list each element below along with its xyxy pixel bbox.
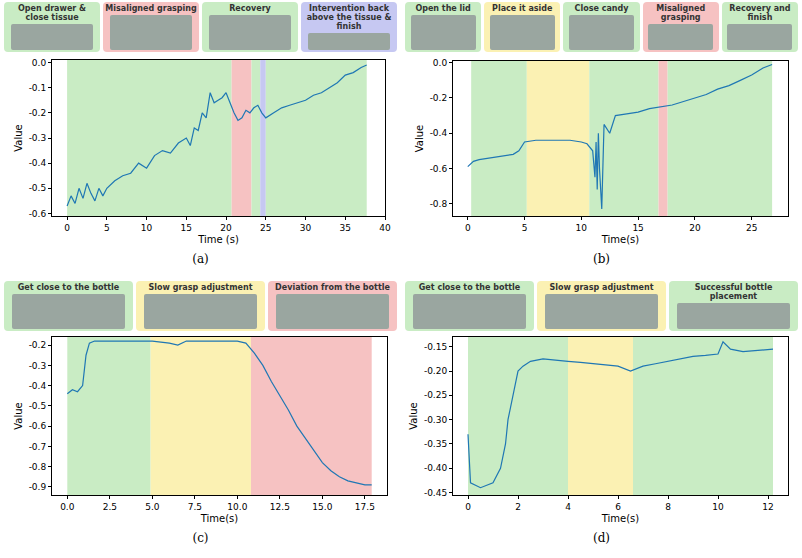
html-text:Get close to the bottle: Get close to the bottle	[418, 283, 521, 292]
svg-text:-0.3: -0.3	[29, 361, 47, 371]
svg-text:-0.6: -0.6	[29, 209, 47, 219]
svg-text:0.0: 0.0	[433, 58, 448, 68]
svg-text:0.0: 0.0	[60, 502, 75, 512]
html-text:Misaligned grasping: Misaligned grasping	[656, 4, 706, 22]
svg-text:-0.9: -0.9	[29, 482, 47, 492]
html-text:Successful bottle placement: Successful bottle placement	[694, 283, 773, 301]
svg-text:10.0: 10.0	[227, 502, 247, 512]
svg-text:Value: Value	[13, 402, 24, 429]
svg-text:Time(s): Time(s)	[601, 513, 640, 524]
svg-text:Value: Value	[13, 124, 24, 151]
svg-text:0: 0	[465, 502, 471, 512]
svg-text:-0.45: -0.45	[424, 488, 447, 498]
svg-text:-0.30: -0.30	[424, 415, 448, 425]
svg-text:2: 2	[515, 502, 521, 512]
svg-text:17.5: 17.5	[355, 502, 375, 512]
html-text:Get close to the bottle: Get close to the bottle	[17, 283, 120, 292]
html-text:Slow grasp adjustment: Slow grasp adjustment	[148, 283, 253, 292]
svg-text:-0.1: -0.1	[29, 83, 47, 93]
svg-text:-0.6: -0.6	[430, 164, 448, 174]
svg-text:5: 5	[522, 223, 528, 233]
svg-text:-0.20: -0.20	[424, 366, 448, 376]
svg-text:25: 25	[260, 223, 271, 233]
svg-text:2.5: 2.5	[103, 502, 117, 512]
svg-text:-0.5: -0.5	[29, 401, 47, 411]
svg-text:0: 0	[465, 223, 471, 233]
svg-text:8: 8	[665, 502, 671, 512]
svg-text:10: 10	[141, 223, 153, 233]
html-text:(b): (b)	[593, 252, 610, 266]
svg-text:-0.4: -0.4	[430, 128, 448, 138]
svg-text:25: 25	[746, 223, 757, 233]
svg-text:0: 0	[64, 223, 70, 233]
svg-text:Time(s): Time(s)	[200, 513, 239, 524]
html-text:Place it aside: Place it aside	[492, 4, 553, 13]
html-text:Open drawer & close tissue: Open drawer & close tissue	[18, 4, 86, 22]
svg-text:12.5: 12.5	[270, 502, 290, 512]
svg-text:-0.4: -0.4	[29, 158, 47, 168]
svg-text:30: 30	[300, 223, 312, 233]
svg-text:10: 10	[576, 223, 588, 233]
svg-text:6: 6	[615, 502, 621, 512]
html-text:Intervention back above the ti: Intervention back above the tissue & fin…	[306, 4, 392, 31]
svg-text:0.0: 0.0	[32, 58, 47, 68]
svg-text:-0.35: -0.35	[424, 439, 447, 449]
svg-text:Value: Value	[408, 402, 419, 429]
svg-text:15.0: 15.0	[312, 502, 332, 512]
svg-text:-0.2: -0.2	[29, 340, 47, 350]
html-text:Recovery and finish: Recovery and finish	[729, 4, 791, 22]
html-text:(c): (c)	[192, 531, 209, 545]
svg-text:-0.4: -0.4	[29, 381, 47, 391]
svg-text:12: 12	[762, 502, 773, 512]
svg-text:10: 10	[712, 502, 724, 512]
html-text:Close candy: Close candy	[574, 4, 629, 13]
svg-text:Time (s): Time (s)	[197, 234, 239, 245]
svg-text:-0.8: -0.8	[430, 199, 448, 209]
svg-text:-0.2: -0.2	[29, 108, 47, 118]
svg-text:-0.15: -0.15	[424, 342, 447, 352]
html-text:Misaligned grasping: Misaligned grasping	[105, 4, 197, 13]
svg-text:-0.8: -0.8	[29, 462, 47, 472]
svg-text:-0.25: -0.25	[424, 390, 447, 400]
svg-text:35: 35	[340, 223, 351, 233]
svg-text:4: 4	[565, 502, 571, 512]
svg-text:15: 15	[181, 223, 192, 233]
svg-text:-0.40: -0.40	[424, 463, 448, 473]
svg-text:20: 20	[220, 223, 232, 233]
html-text:Slow grasp adjustment: Slow grasp adjustment	[549, 283, 654, 292]
svg-text:-0.5: -0.5	[29, 183, 47, 193]
svg-text:40: 40	[379, 223, 391, 233]
svg-text:-0.7: -0.7	[29, 442, 47, 452]
html-text:Deviation from the bottle: Deviation from the bottle	[275, 283, 390, 292]
svg-text:Value: Value	[414, 125, 425, 152]
svg-text:20: 20	[689, 223, 701, 233]
svg-text:7.5: 7.5	[188, 502, 202, 512]
html-text:Open the lid: Open the lid	[415, 4, 471, 13]
svg-text:5.0: 5.0	[145, 502, 160, 512]
svg-text:5: 5	[104, 223, 110, 233]
html-text:(d): (d)	[593, 531, 610, 545]
svg-text:Time(s): Time(s)	[601, 234, 640, 245]
html-text:Recovery: Recovery	[229, 4, 271, 13]
html-text:(a): (a)	[192, 252, 209, 266]
svg-text:15: 15	[632, 223, 643, 233]
svg-text:-0.3: -0.3	[29, 133, 47, 143]
svg-text:-0.6: -0.6	[29, 421, 47, 431]
svg-text:-0.2: -0.2	[430, 93, 448, 103]
